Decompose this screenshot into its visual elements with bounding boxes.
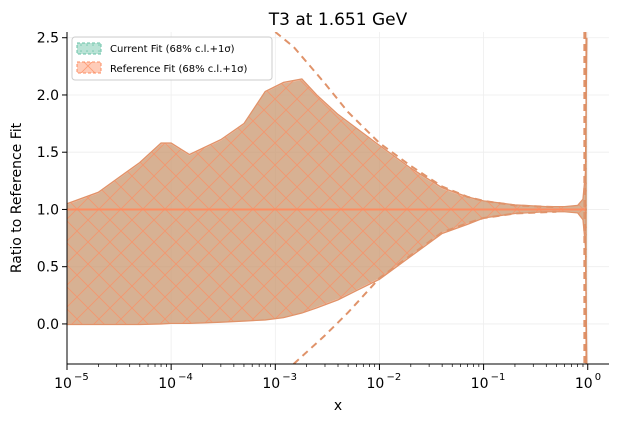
y-tick-label: 1.0 xyxy=(37,202,59,218)
x-tick-exponent: −4 xyxy=(178,372,193,383)
x-tick-label: 10 xyxy=(575,376,593,392)
x-tick-exponent: −5 xyxy=(74,372,89,383)
y-tick-label: 2.5 xyxy=(37,31,59,47)
x-tick-label: 10 xyxy=(471,376,489,392)
x-tick-exponent: −2 xyxy=(386,372,401,383)
x-tick-exponent: 0 xyxy=(595,372,601,383)
legend-label-current: Current Fit (68% c.l.+1σ) xyxy=(110,44,235,55)
y-tick-label: 0.5 xyxy=(37,260,59,276)
legend-entry-reference: Reference Fit (68% c.l.+1σ) xyxy=(76,61,247,75)
x-tick-label: 10 xyxy=(54,376,72,392)
legend-swatch-reference-hatch xyxy=(77,62,101,73)
x-tick-layer: 10 −5 10 −4 10 −3 10 −2 10 −1 10 0 xyxy=(54,364,601,392)
reference-lower-edge xyxy=(67,211,588,364)
y-tick-label: 1.5 xyxy=(37,145,59,161)
x-tick-exponent: −3 xyxy=(282,372,297,383)
y-tick-label: 0.0 xyxy=(37,317,59,333)
x-tick-label: 10 xyxy=(262,376,280,392)
x-tick-exponent: −1 xyxy=(491,372,506,383)
legend-swatch-current-hatch xyxy=(77,43,101,54)
legend: Current Fit (68% c.l.+1σ) Reference Fit … xyxy=(71,36,273,81)
legend-label-reference: Reference Fit (68% c.l.+1σ) xyxy=(110,64,247,75)
x-tick-label: 10 xyxy=(367,376,385,392)
y-tick-label: 2.0 xyxy=(37,88,59,104)
legend-entry-current: Current Fit (68% c.l.+1σ) xyxy=(76,42,235,55)
y-tick-layer: 0.0 0.5 1.0 1.5 2.0 2.5 xyxy=(37,31,67,333)
series-layer xyxy=(67,32,588,364)
dashed-envelope-line xyxy=(292,210,557,364)
y-axis-label: Ratio to Reference Fit xyxy=(9,122,25,273)
reference-upper-edge xyxy=(67,37,588,208)
reference-fit-hatch xyxy=(67,37,587,364)
chart-title: T3 at 1.651 GeV xyxy=(268,10,408,30)
legend-frame xyxy=(71,36,273,81)
x-axis-label: x xyxy=(334,398,342,414)
x-tick-label: 10 xyxy=(158,376,176,392)
